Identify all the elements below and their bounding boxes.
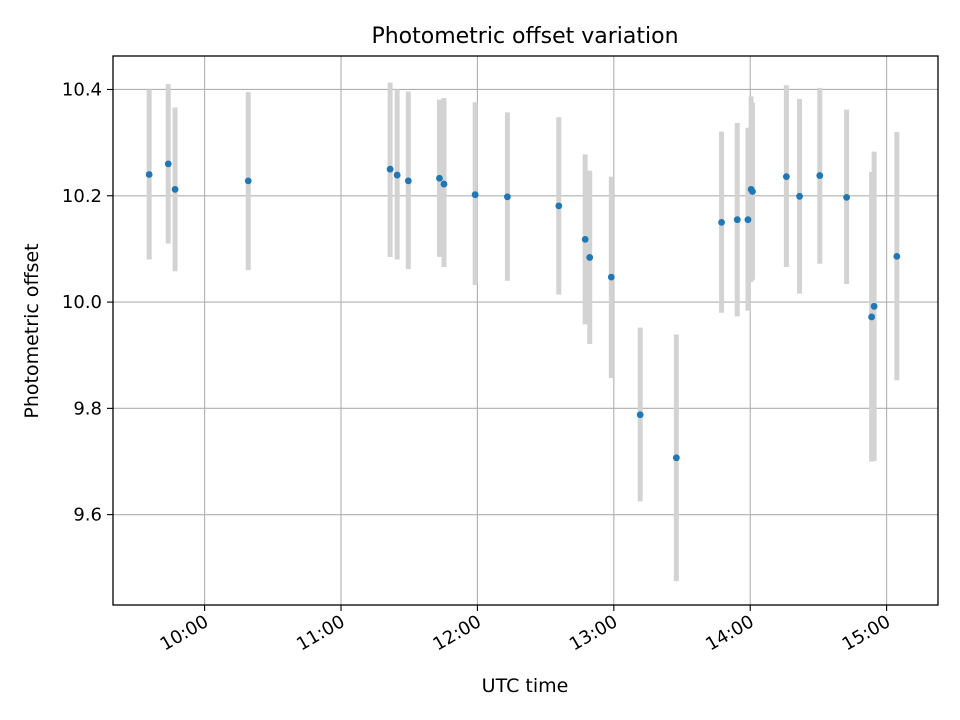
y-axis-ticks: 9.6 9.8 10.0 10.2 10.4 [62,79,113,526]
plot-frame [112,55,939,606]
y-tick-label: 10.4 [62,79,102,100]
data-point [868,313,876,321]
data-point [796,192,803,200]
data-point [733,216,741,224]
data-point [581,235,589,243]
y-tick-label: 10.0 [62,292,102,313]
data-point [440,180,448,188]
data-point [164,160,172,168]
data-point [870,302,878,310]
data-point [782,173,790,181]
data-point [744,216,752,224]
data-point [386,165,394,173]
chart-title: Photometric offset variation [371,24,678,49]
data-point [244,177,252,185]
data-point [436,174,443,182]
data-points [145,160,901,462]
data-point [893,252,901,260]
data-point [471,191,479,199]
data-point [816,172,824,179]
data-point [586,254,594,261]
data-point [749,188,756,195]
data-point [555,202,563,210]
data-point [672,454,680,462]
data-point [145,171,153,178]
y-tick-label: 10.2 [62,186,102,207]
data-point [718,218,725,226]
data-point [404,177,412,185]
y-tick-label: 9.6 [73,505,102,526]
data-point [504,193,511,201]
y-tick-label: 9.8 [73,398,102,419]
x-axis-label: UTC time [482,675,569,697]
data-point [636,411,644,419]
data-point [171,185,179,193]
data-point [607,273,615,281]
data-point [843,193,851,201]
y-axis-label: Photometric offset [21,243,43,418]
data-point [393,171,401,179]
